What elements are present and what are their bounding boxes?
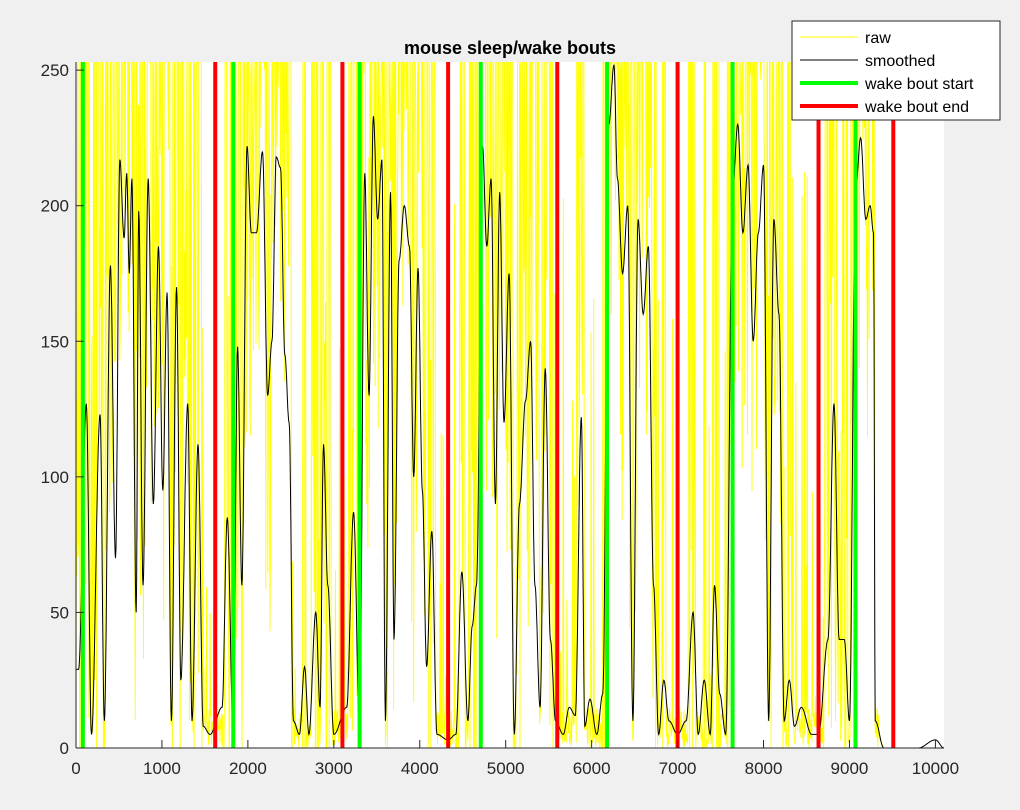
x-tick-label: 10000 <box>912 759 959 778</box>
y-tick-label: 200 <box>41 197 69 216</box>
x-tick-label: 7000 <box>659 759 697 778</box>
x-tick-label: 0 <box>71 759 80 778</box>
legend-label: smoothed <box>865 53 935 70</box>
y-tick-label: 150 <box>41 332 69 351</box>
x-tick-label: 8000 <box>745 759 783 778</box>
y-tick-label: 0 <box>60 739 69 758</box>
legend-label: wake bout start <box>864 76 974 93</box>
legend-label: raw <box>865 30 891 47</box>
x-tick-label: 5000 <box>487 759 525 778</box>
smoothed-series <box>76 64 944 748</box>
x-tick-label: 3000 <box>315 759 353 778</box>
x-tick-label: 4000 <box>401 759 439 778</box>
y-tick-label: 250 <box>41 61 69 80</box>
axes: 0 1000 2000 3000 4000 5000 6000 7000 8000 9000 100… <box>41 61 959 778</box>
x-tick-label: 2000 <box>229 759 267 778</box>
x-tick-label: 6000 <box>573 759 611 778</box>
raw-series <box>76 62 944 748</box>
wake-bout-markers <box>80 62 896 748</box>
smoothed-line <box>76 64 944 748</box>
legend[interactable]: raw smoothed wake bout start wake bout end <box>791 20 1001 121</box>
x-tick-label: 9000 <box>831 759 869 778</box>
y-tick-label: 100 <box>41 468 69 487</box>
x-tick-label: 1000 <box>143 759 181 778</box>
raw-line <box>76 62 944 748</box>
legend-label: wake bout end <box>864 99 969 116</box>
chart-title: mouse sleep/wake bouts <box>404 38 616 58</box>
y-tick-label: 50 <box>50 603 69 622</box>
